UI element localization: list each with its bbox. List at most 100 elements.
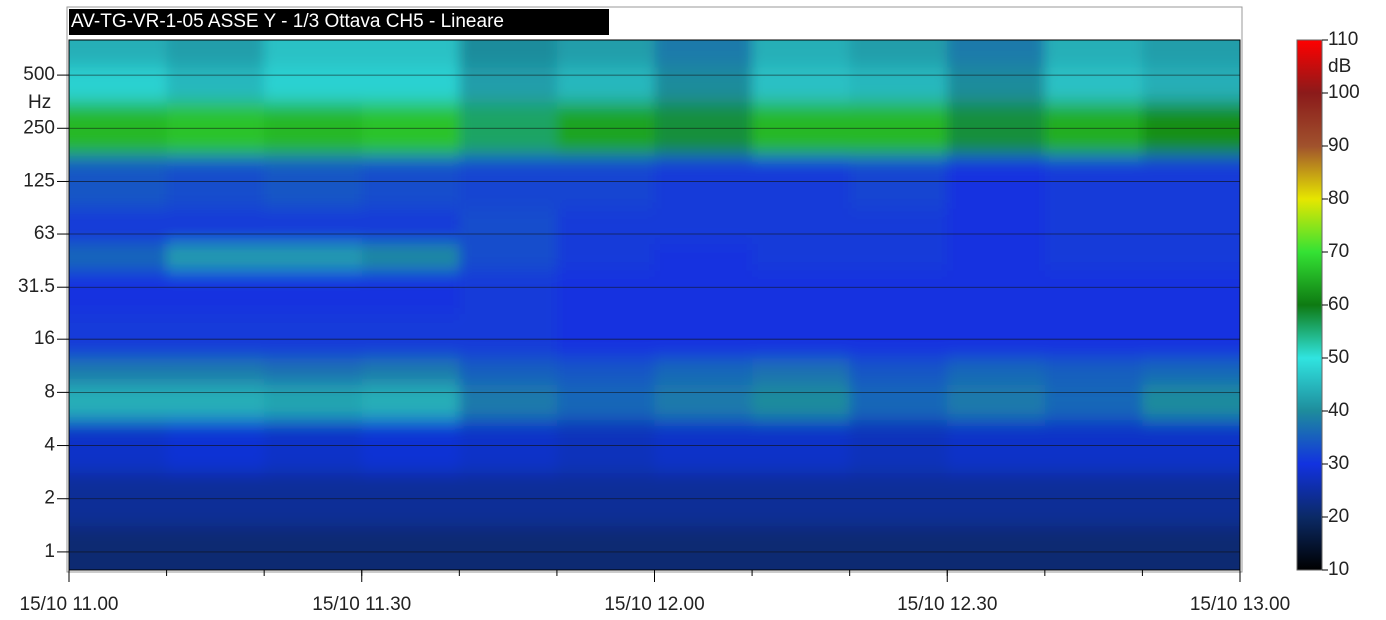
- heat-cell: [849, 357, 949, 385]
- heat-cell: [1044, 66, 1144, 103]
- y-tick-label: 1: [44, 541, 55, 562]
- heat-cell: [849, 242, 949, 271]
- heat-cell: [1142, 101, 1240, 156]
- heat-cell: [556, 40, 656, 68]
- heat-cell: [752, 383, 851, 420]
- heat-cell: [1044, 357, 1144, 385]
- heat-cell: [361, 242, 461, 271]
- heat-cell: [849, 383, 949, 420]
- heat-cell: [1142, 269, 1240, 315]
- title-background: [69, 9, 609, 35]
- heat-cell: [166, 101, 266, 156]
- heat-cell: [1142, 313, 1240, 359]
- heat-cell: [752, 242, 851, 271]
- heat-cell: [849, 269, 949, 315]
- heat-cell: [556, 242, 656, 271]
- colorbar-tick-label: 80: [1328, 188, 1349, 209]
- heat-cell: [459, 40, 558, 68]
- heat-cell: [654, 357, 754, 385]
- heat-cell: [752, 357, 851, 385]
- x-tick-label: 15/10 11.30: [312, 594, 411, 615]
- heat-cell: [166, 357, 266, 385]
- heat-cell: [361, 313, 461, 359]
- heat-cell: [654, 472, 754, 527]
- heat-cell: [556, 418, 656, 474]
- heat-cell: [69, 207, 168, 244]
- heat-cell: [166, 418, 266, 474]
- heatmap: [69, 40, 1240, 570]
- colorbar-tick-label: 40: [1328, 400, 1349, 421]
- colorbar: [1296, 39, 1323, 571]
- heat-cell: [947, 525, 1046, 570]
- heat-cell: [654, 269, 754, 315]
- heat-cell: [556, 525, 656, 570]
- heat-cell: [654, 418, 754, 474]
- y-tick-label: 8: [44, 381, 55, 402]
- heat-cell: [556, 313, 656, 359]
- heat-cell: [1044, 242, 1144, 271]
- heat-cell: [264, 66, 363, 103]
- heat-cell: [166, 472, 266, 527]
- heat-cell: [1044, 313, 1144, 359]
- heat-cell: [459, 525, 558, 570]
- heat-cell: [654, 207, 754, 244]
- heat-cell: [1044, 207, 1144, 244]
- heat-cell: [556, 66, 656, 103]
- heat-cell: [459, 66, 558, 103]
- heat-cell: [69, 269, 168, 315]
- colorbar-tick-label: 10: [1328, 559, 1349, 580]
- y-tick-label: 500: [23, 64, 55, 85]
- colorbar-unit: dB: [1328, 56, 1351, 77]
- heat-cell: [752, 66, 851, 103]
- heat-cell: [654, 66, 754, 103]
- y-tick-label: 4: [44, 435, 55, 456]
- heat-cell: [1044, 383, 1144, 420]
- heat-cell: [947, 357, 1046, 385]
- x-tick-label: 15/10 12.00: [604, 594, 704, 615]
- y-tick-label: 63: [34, 223, 55, 244]
- heat-cell: [69, 472, 168, 527]
- heat-cell: [264, 357, 363, 385]
- heat-cell: [166, 66, 266, 103]
- heat-cell: [69, 242, 168, 271]
- y-tick-label: 2: [44, 488, 55, 509]
- heat-cell: [69, 313, 168, 359]
- heat-cell: [947, 472, 1046, 527]
- colorbar-tick-label: 20: [1328, 506, 1349, 527]
- heat-cell: [947, 242, 1046, 271]
- heat-cell: [752, 101, 851, 156]
- heat-cell: [947, 313, 1046, 359]
- heat-cell: [947, 66, 1046, 103]
- heat-cell: [849, 101, 949, 156]
- heat-cell: [849, 207, 949, 244]
- heat-cell: [1044, 472, 1144, 527]
- heat-cell: [459, 418, 558, 474]
- heat-cell: [459, 313, 558, 359]
- heat-cell: [1142, 242, 1240, 271]
- heat-cell: [1142, 472, 1240, 527]
- heat-cell: [459, 101, 558, 156]
- heat-cell: [556, 357, 656, 385]
- heat-cell: [849, 525, 949, 570]
- heat-cell: [361, 101, 461, 156]
- heat-cell: [166, 207, 266, 244]
- heat-cell: [654, 525, 754, 570]
- heat-cell: [264, 313, 363, 359]
- heat-cell: [166, 383, 266, 420]
- heat-cell: [69, 66, 168, 103]
- heat-cell: [166, 269, 266, 315]
- heat-cell: [264, 418, 363, 474]
- heat-cell: [556, 472, 656, 527]
- heat-cell: [264, 207, 363, 244]
- heat-cell: [361, 269, 461, 315]
- y-tick-label: 16: [34, 328, 55, 349]
- heat-cell: [556, 269, 656, 315]
- heat-cell: [1044, 418, 1144, 474]
- heat-cell: [1142, 418, 1240, 474]
- heat-cell: [459, 357, 558, 385]
- heat-cell: [947, 383, 1046, 420]
- heat-cell: [654, 383, 754, 420]
- heatmap-cells: [69, 40, 1240, 570]
- heat-cell: [1142, 66, 1240, 103]
